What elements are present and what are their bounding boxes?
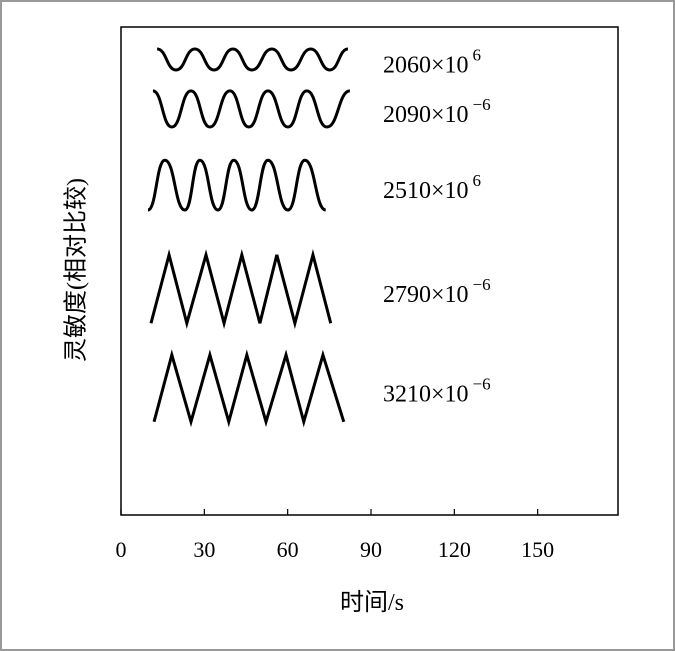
wave-line — [149, 248, 333, 330]
x-axis-label: 时间/s — [340, 589, 404, 616]
y-axis-label: 灵敏度(相对比较) — [63, 178, 90, 362]
series-name: 2510×10 — [383, 178, 469, 204]
series-label: 2790×10 −6 — [383, 275, 491, 308]
wave-line — [152, 349, 346, 428]
wave-line — [156, 47, 349, 72]
series-exponent: 6 — [473, 45, 482, 64]
x-tick-label: 120 — [438, 537, 471, 562]
x-tick-label: 0 — [116, 537, 127, 562]
series-exponent: −6 — [473, 275, 491, 294]
series-name: 3210×10 — [383, 381, 469, 407]
x-tick-label: 60 — [277, 537, 299, 562]
series-label: 2090×10 −6 — [383, 95, 491, 128]
wave-line — [147, 158, 327, 212]
x-tick-label: 150 — [521, 537, 554, 562]
series-label: 2510×10 6 — [383, 171, 481, 204]
plot-area — [120, 26, 619, 516]
series-exponent: −6 — [473, 374, 491, 393]
series-exponent: −6 — [473, 95, 491, 114]
series-exponent: 6 — [473, 171, 482, 190]
x-tick-label: 30 — [193, 537, 215, 562]
series-name: 2060×10 — [383, 52, 469, 78]
series-name: 2790×10 — [383, 282, 469, 308]
x-tick-label: 90 — [360, 537, 382, 562]
series-label: 2060×10 6 — [383, 45, 481, 78]
series-name: 2090×10 — [383, 102, 469, 128]
wave-line — [152, 89, 351, 129]
series-label: 3210×10 −6 — [383, 374, 491, 407]
